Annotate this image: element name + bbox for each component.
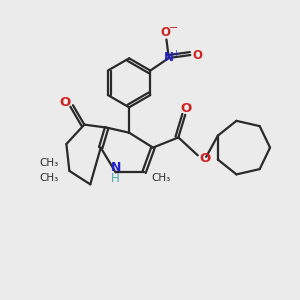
Text: O: O xyxy=(199,152,211,165)
Text: +: + xyxy=(172,49,179,58)
Text: O: O xyxy=(193,49,202,62)
Text: CH₃: CH₃ xyxy=(39,173,59,183)
Text: N: N xyxy=(110,160,121,173)
Text: O: O xyxy=(59,96,70,109)
Text: CH₃: CH₃ xyxy=(39,158,59,168)
Text: N: N xyxy=(164,51,174,64)
Text: O: O xyxy=(161,26,171,39)
Text: CH₃: CH₃ xyxy=(152,173,171,183)
Text: O: O xyxy=(180,102,191,115)
Text: −: − xyxy=(169,23,178,33)
Text: H: H xyxy=(111,172,120,185)
